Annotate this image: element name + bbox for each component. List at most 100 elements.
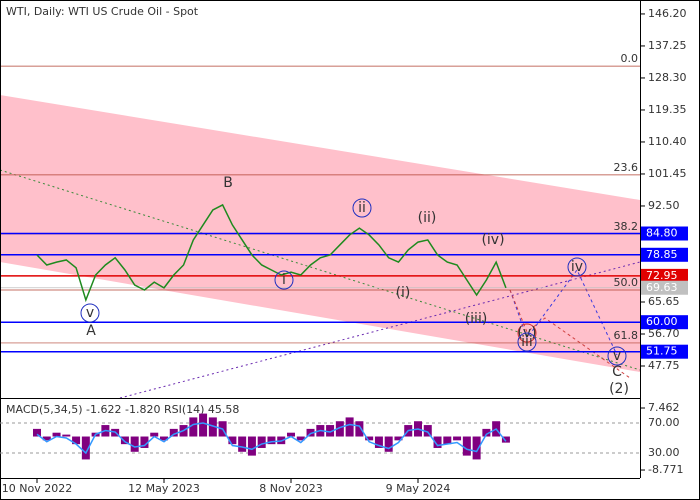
- macd-bar: [296, 436, 305, 441]
- y-tick-label: 56.70: [648, 327, 680, 340]
- macd-bar: [394, 436, 403, 441]
- macd-bar: [140, 436, 149, 448]
- wave-circle: [517, 332, 537, 352]
- macd-bar: [267, 436, 276, 445]
- macd-bar: [501, 436, 510, 443]
- level-label: 84.80: [646, 227, 678, 240]
- macd-bar: [120, 436, 129, 445]
- macd-bar: [130, 436, 139, 452]
- wave-circle: [517, 323, 537, 343]
- macd-bar: [335, 421, 344, 437]
- macd-bar: [443, 436, 452, 445]
- wave-label: A: [86, 323, 96, 339]
- chart-title: WTI, Daily: WTI US Crude Oil - Spot: [6, 5, 199, 18]
- wave-circle: [274, 270, 294, 290]
- macd-bar: [228, 436, 237, 445]
- y2-tick-label: 70.00: [648, 416, 680, 429]
- fib-label: 23.6: [614, 161, 639, 174]
- macd-bar: [257, 436, 266, 448]
- wave-label: iv: [571, 259, 583, 275]
- y-tick-label: 47.75: [648, 359, 680, 372]
- wave-label: ii: [358, 200, 366, 216]
- indicator-title: MACD(5,34,5) -1.622 -1.820 RSI(14) 45.58: [6, 403, 239, 416]
- macd-bar: [384, 436, 393, 452]
- price-line: [36, 203, 507, 303]
- macd-bar: [423, 425, 432, 437]
- macd-bar: [287, 432, 295, 437]
- macd-bar: [169, 428, 178, 437]
- macd-bar: [374, 436, 383, 448]
- macd-bar: [160, 436, 168, 441]
- wave-circle: [567, 257, 587, 277]
- level-label: 72.95: [646, 269, 678, 282]
- macd-bar: [208, 417, 217, 437]
- level-box: [641, 315, 688, 330]
- wave-label: B: [223, 175, 233, 191]
- wave-circle: [352, 198, 372, 218]
- macd-bar: [365, 436, 374, 441]
- trend-line: [0, 169, 641, 371]
- wave-label: i: [282, 272, 286, 288]
- y-tick-label: 137.25: [648, 39, 687, 52]
- wave-label: (2): [609, 381, 629, 397]
- macd-bar: [189, 417, 198, 437]
- macd-bar: [238, 436, 247, 452]
- level-box: [641, 226, 688, 241]
- y-tick-label: 65.65: [648, 295, 680, 308]
- macd-bar: [62, 434, 71, 437]
- macd-bar: [247, 436, 256, 456]
- y-tick-label: 101.45: [648, 167, 687, 180]
- rsi-line: [36, 422, 507, 455]
- macd-bar: [42, 436, 51, 441]
- level-box: [641, 247, 688, 262]
- level-box: [641, 280, 688, 295]
- y-tick-label: -8.771: [648, 463, 683, 476]
- macd-bar: [482, 428, 491, 437]
- y-tick-label: 119.35: [648, 103, 687, 116]
- level-label: 51.75: [646, 345, 678, 358]
- wave-label: (iii): [465, 311, 488, 327]
- macd-bar: [52, 432, 61, 437]
- level-box: [641, 268, 688, 283]
- y-tick-label: 7.462: [648, 401, 680, 414]
- y2-tick-label: 30.00: [648, 446, 680, 459]
- macd-bar: [355, 421, 364, 437]
- macd-bar: [72, 436, 81, 445]
- macd-bar: [453, 436, 462, 441]
- x-tick-label: 8 Nov 2023: [259, 482, 322, 495]
- macd-bar: [150, 432, 159, 437]
- forecast-path: [509, 289, 631, 379]
- level-label: 78.85: [646, 248, 678, 261]
- y-tick-label: 146.20: [648, 7, 687, 20]
- macd-bar: [81, 436, 90, 460]
- macd-bar: [326, 425, 335, 437]
- wave-label: v: [86, 305, 94, 321]
- wave-label: C: [612, 364, 622, 380]
- wave-circle: [80, 303, 100, 323]
- macd-bar: [345, 417, 354, 437]
- macd-bar: [199, 413, 208, 437]
- x-tick-label: 10 Nov 2022: [2, 482, 72, 495]
- fib-label: 50.0: [614, 276, 639, 289]
- wave-label: (ii): [418, 210, 437, 226]
- fib-label: 61.8: [614, 329, 639, 342]
- wave-circle: [607, 346, 627, 366]
- y-tick-label: 128.30: [648, 71, 687, 84]
- fib-label: 0.0: [621, 52, 639, 65]
- fib-label: 38.2: [614, 220, 639, 233]
- wave-label: (i): [396, 285, 411, 301]
- y-tick-label: 92.50: [648, 199, 680, 212]
- macd-bar: [433, 436, 442, 448]
- macd-bar: [462, 436, 471, 456]
- macd-bar: [306, 428, 315, 437]
- x-tick-label: 9 May 2024: [386, 482, 451, 495]
- level-label: 69.63: [646, 281, 678, 294]
- forecast-path: [509, 269, 618, 356]
- macd-bar: [33, 428, 41, 437]
- x-tick-label: 12 May 2023: [128, 482, 200, 495]
- wave-label: v: [613, 348, 621, 364]
- y-tick-label: 110.40: [648, 135, 687, 148]
- macd-bar: [472, 436, 481, 460]
- wave-label: iii: [521, 334, 533, 350]
